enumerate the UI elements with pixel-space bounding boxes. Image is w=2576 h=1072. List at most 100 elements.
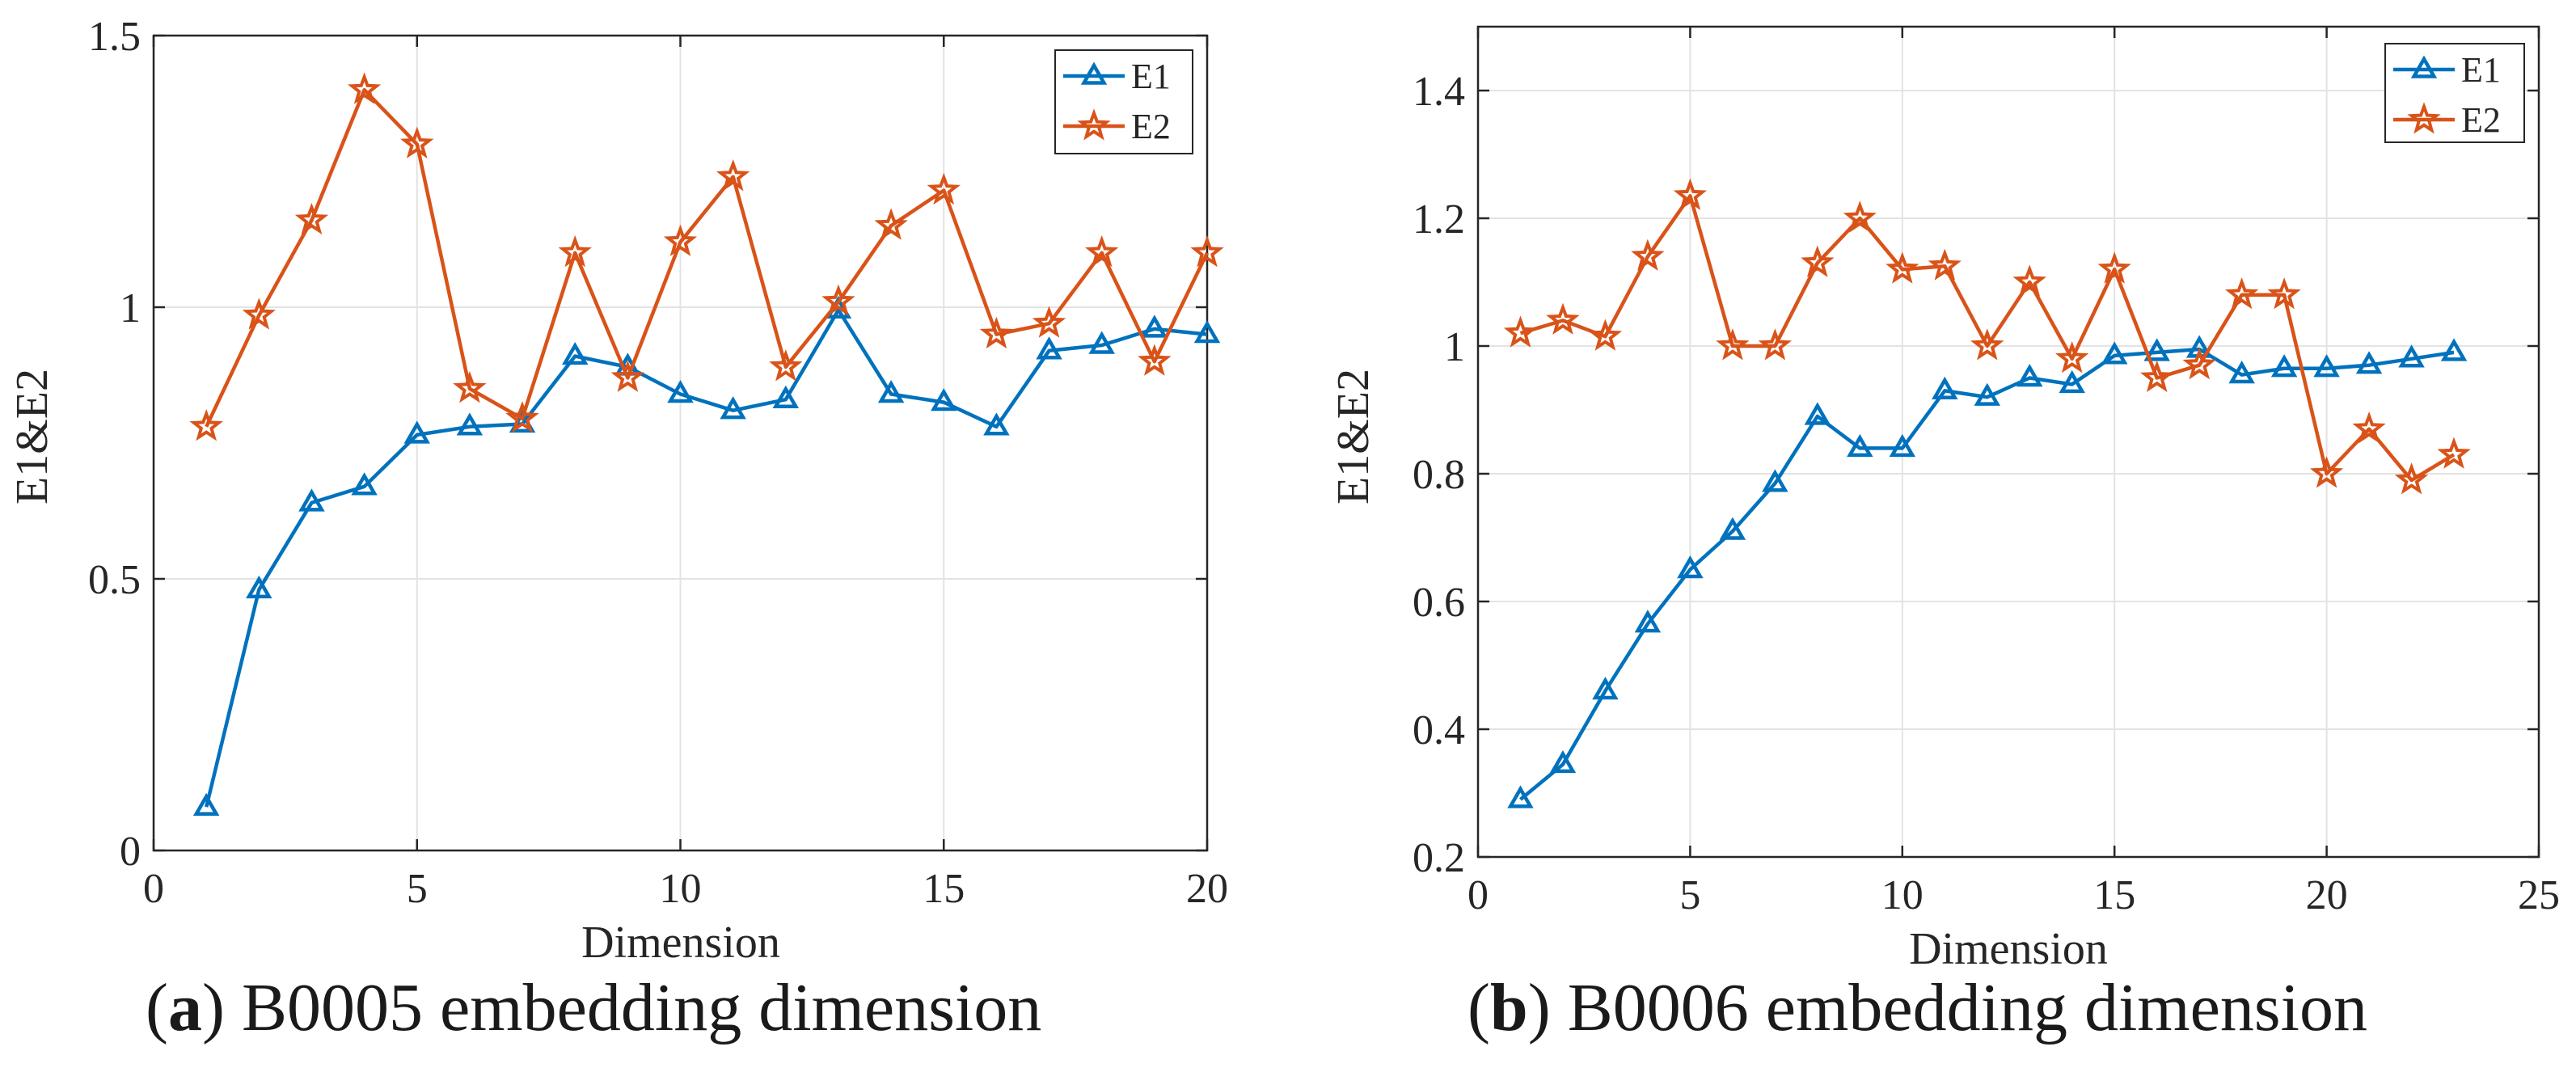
caption-b-text: B0006 embedding dimension: [1550, 970, 2367, 1045]
chart-b-xtick-label: 10: [1881, 872, 1924, 918]
chart-a-point-e1: [298, 488, 325, 512]
chart-b-point-e1: [2143, 338, 2170, 361]
chart-b-point-e2: [1631, 238, 1665, 271]
chart-a-point-e1: [1193, 320, 1221, 344]
chart-b-point-e2: [1801, 245, 1835, 277]
chart-b-point-e1: [2313, 354, 2340, 378]
chart-b-point-e1: [1507, 785, 1534, 808]
chart-a-point-e2: [663, 224, 698, 256]
chart-a-point-e2: [769, 349, 803, 382]
chart-a-point-e1: [667, 380, 694, 403]
chart-a-line-e1: [205, 308, 1208, 808]
chart-b-point-e1: [1804, 402, 1831, 425]
caption-b: (b) B0006 embedding dimension: [1467, 970, 2367, 1045]
chart-a-ytick-label: 1.5: [88, 14, 141, 60]
chart-b-point-e2: [2394, 462, 2429, 495]
chart-b-point-e2: [1970, 328, 2004, 361]
chart-a-xtick-label: 10: [660, 866, 702, 912]
chart-b-point-e2: [2267, 277, 2301, 310]
chart-a-series-e2: [189, 72, 1224, 441]
chart-a-xtick-label: 0: [143, 866, 164, 912]
chart-b-ylabel: E1&E2: [1328, 369, 1379, 504]
chart-a-point-e2: [1032, 306, 1066, 338]
chart-b-xtick-label: 20: [2306, 872, 2348, 918]
chart-a-point-e2: [242, 298, 276, 330]
chart-b-legend-box: [2384, 43, 2525, 143]
chart-a-ylabel: E1&E2: [7, 369, 57, 504]
chart-a-point-e2: [927, 172, 961, 205]
chart-b-xtick-label: 15: [2093, 872, 2135, 918]
chart-a-point-e2: [189, 409, 223, 441]
chart-b: 0 5 10 15 20 25 0.2 0.4 0.6 0.8 1 1.2 1.4 Dimension E1…: [1328, 25, 2560, 974]
chart-b-series-e2: [1503, 178, 2471, 495]
chart-b-point-e1: [2101, 341, 2128, 365]
chart-a-legend-label-e1: E1: [1131, 57, 1171, 96]
chart-b-point-e1: [1634, 610, 1662, 633]
chart-b-point-e1: [2228, 361, 2255, 384]
chart-b-legend-label-e1: E1: [2461, 50, 2501, 90]
chart-a-point-e1: [561, 341, 589, 365]
chart-b-ytick-label: 0.8: [1413, 452, 1465, 498]
chart-b-ytick-label: 1.2: [1413, 196, 1465, 243]
chart-a-point-e1: [351, 472, 378, 496]
chart-b-point-e2: [2182, 347, 2216, 380]
chart-a-legend-marker-e1: [1080, 61, 1108, 85]
chart-b-point-e1: [2398, 344, 2425, 368]
chart-a-ytick-label: 1: [120, 285, 141, 331]
chart-a-series-e1: [192, 295, 1221, 816]
chart-b-point-e2: [2055, 341, 2089, 374]
chart-b-ytick-label: 0.2: [1413, 835, 1465, 881]
chart-b-point-e1: [1974, 382, 2001, 406]
caption-a-letter: a: [167, 970, 202, 1045]
chart-b-point-e2: [1843, 200, 1877, 233]
chart-b-line-e2: [1519, 194, 2456, 483]
chart-a-point-e2: [1085, 235, 1119, 268]
chart-b-ytick-label: 1.4: [1413, 69, 1465, 115]
chart-b-line-e1: [1519, 347, 2455, 801]
chart-b-xlabel: Dimension: [1909, 924, 2108, 974]
chart-a-legend-box: [1054, 49, 1193, 154]
chart-a-xtick-label: 5: [407, 866, 428, 912]
chart-a-ytick-label: 0.5: [88, 557, 141, 603]
chart-b-point-e2: [2140, 360, 2174, 393]
chart-a-point-e2: [821, 284, 855, 316]
chart-a-point-e2: [874, 208, 908, 240]
chart-a-point-e2: [558, 235, 592, 268]
chart-b-point-e1: [2355, 351, 2383, 374]
chart-b-point-e1: [2059, 369, 2085, 394]
chart-a-point-e1: [456, 412, 484, 436]
chart-b-point-e2: [1503, 315, 1538, 348]
chart-b-point-e1: [2016, 363, 2043, 387]
chart-b-series-e1: [1507, 335, 2468, 808]
chart-b-point-e2: [1886, 251, 1919, 284]
chart-b-point-e2: [2097, 251, 2131, 284]
caption-a: (a) B0005 embedding dimension: [146, 970, 1042, 1045]
chart-a-point-e1: [983, 412, 1010, 436]
chart-b-point-e1: [1932, 376, 1958, 399]
chart-b-point-e1: [2440, 338, 2468, 361]
chart-b-point-e1: [1889, 433, 1916, 458]
chart-a-point-e1: [192, 792, 220, 816]
chart-b-xtick-label: 25: [2518, 872, 2560, 918]
chart-a-xtick-label: 20: [1186, 866, 1228, 912]
chart-a-point-e1: [877, 380, 905, 403]
chart-a-legend-marker-e2: [1077, 108, 1111, 141]
chart-a-point-e1: [403, 420, 430, 444]
chart-b-point-e2: [2352, 411, 2386, 444]
chart-b-point-e1: [1677, 555, 1704, 579]
chart-a-point-e2: [347, 72, 382, 104]
chart-b-plot-area: [1478, 27, 2539, 857]
caption-a-text: B0005 embedding dimension: [224, 970, 1042, 1045]
chart-b-point-e1: [1762, 469, 1788, 492]
chart-a-point-e1: [1088, 331, 1115, 354]
chart-b-point-e1: [2270, 354, 2298, 378]
chart-b-point-e2: [2309, 456, 2344, 488]
chart-b-point-e2: [1716, 328, 1750, 361]
chart-a-point-e1: [1141, 314, 1168, 338]
chart-a-point-e2: [453, 371, 487, 403]
chart-a-point-e2: [979, 316, 1014, 349]
chart-a-point-e1: [931, 388, 957, 411]
chart-b-point-e2: [2012, 264, 2046, 297]
